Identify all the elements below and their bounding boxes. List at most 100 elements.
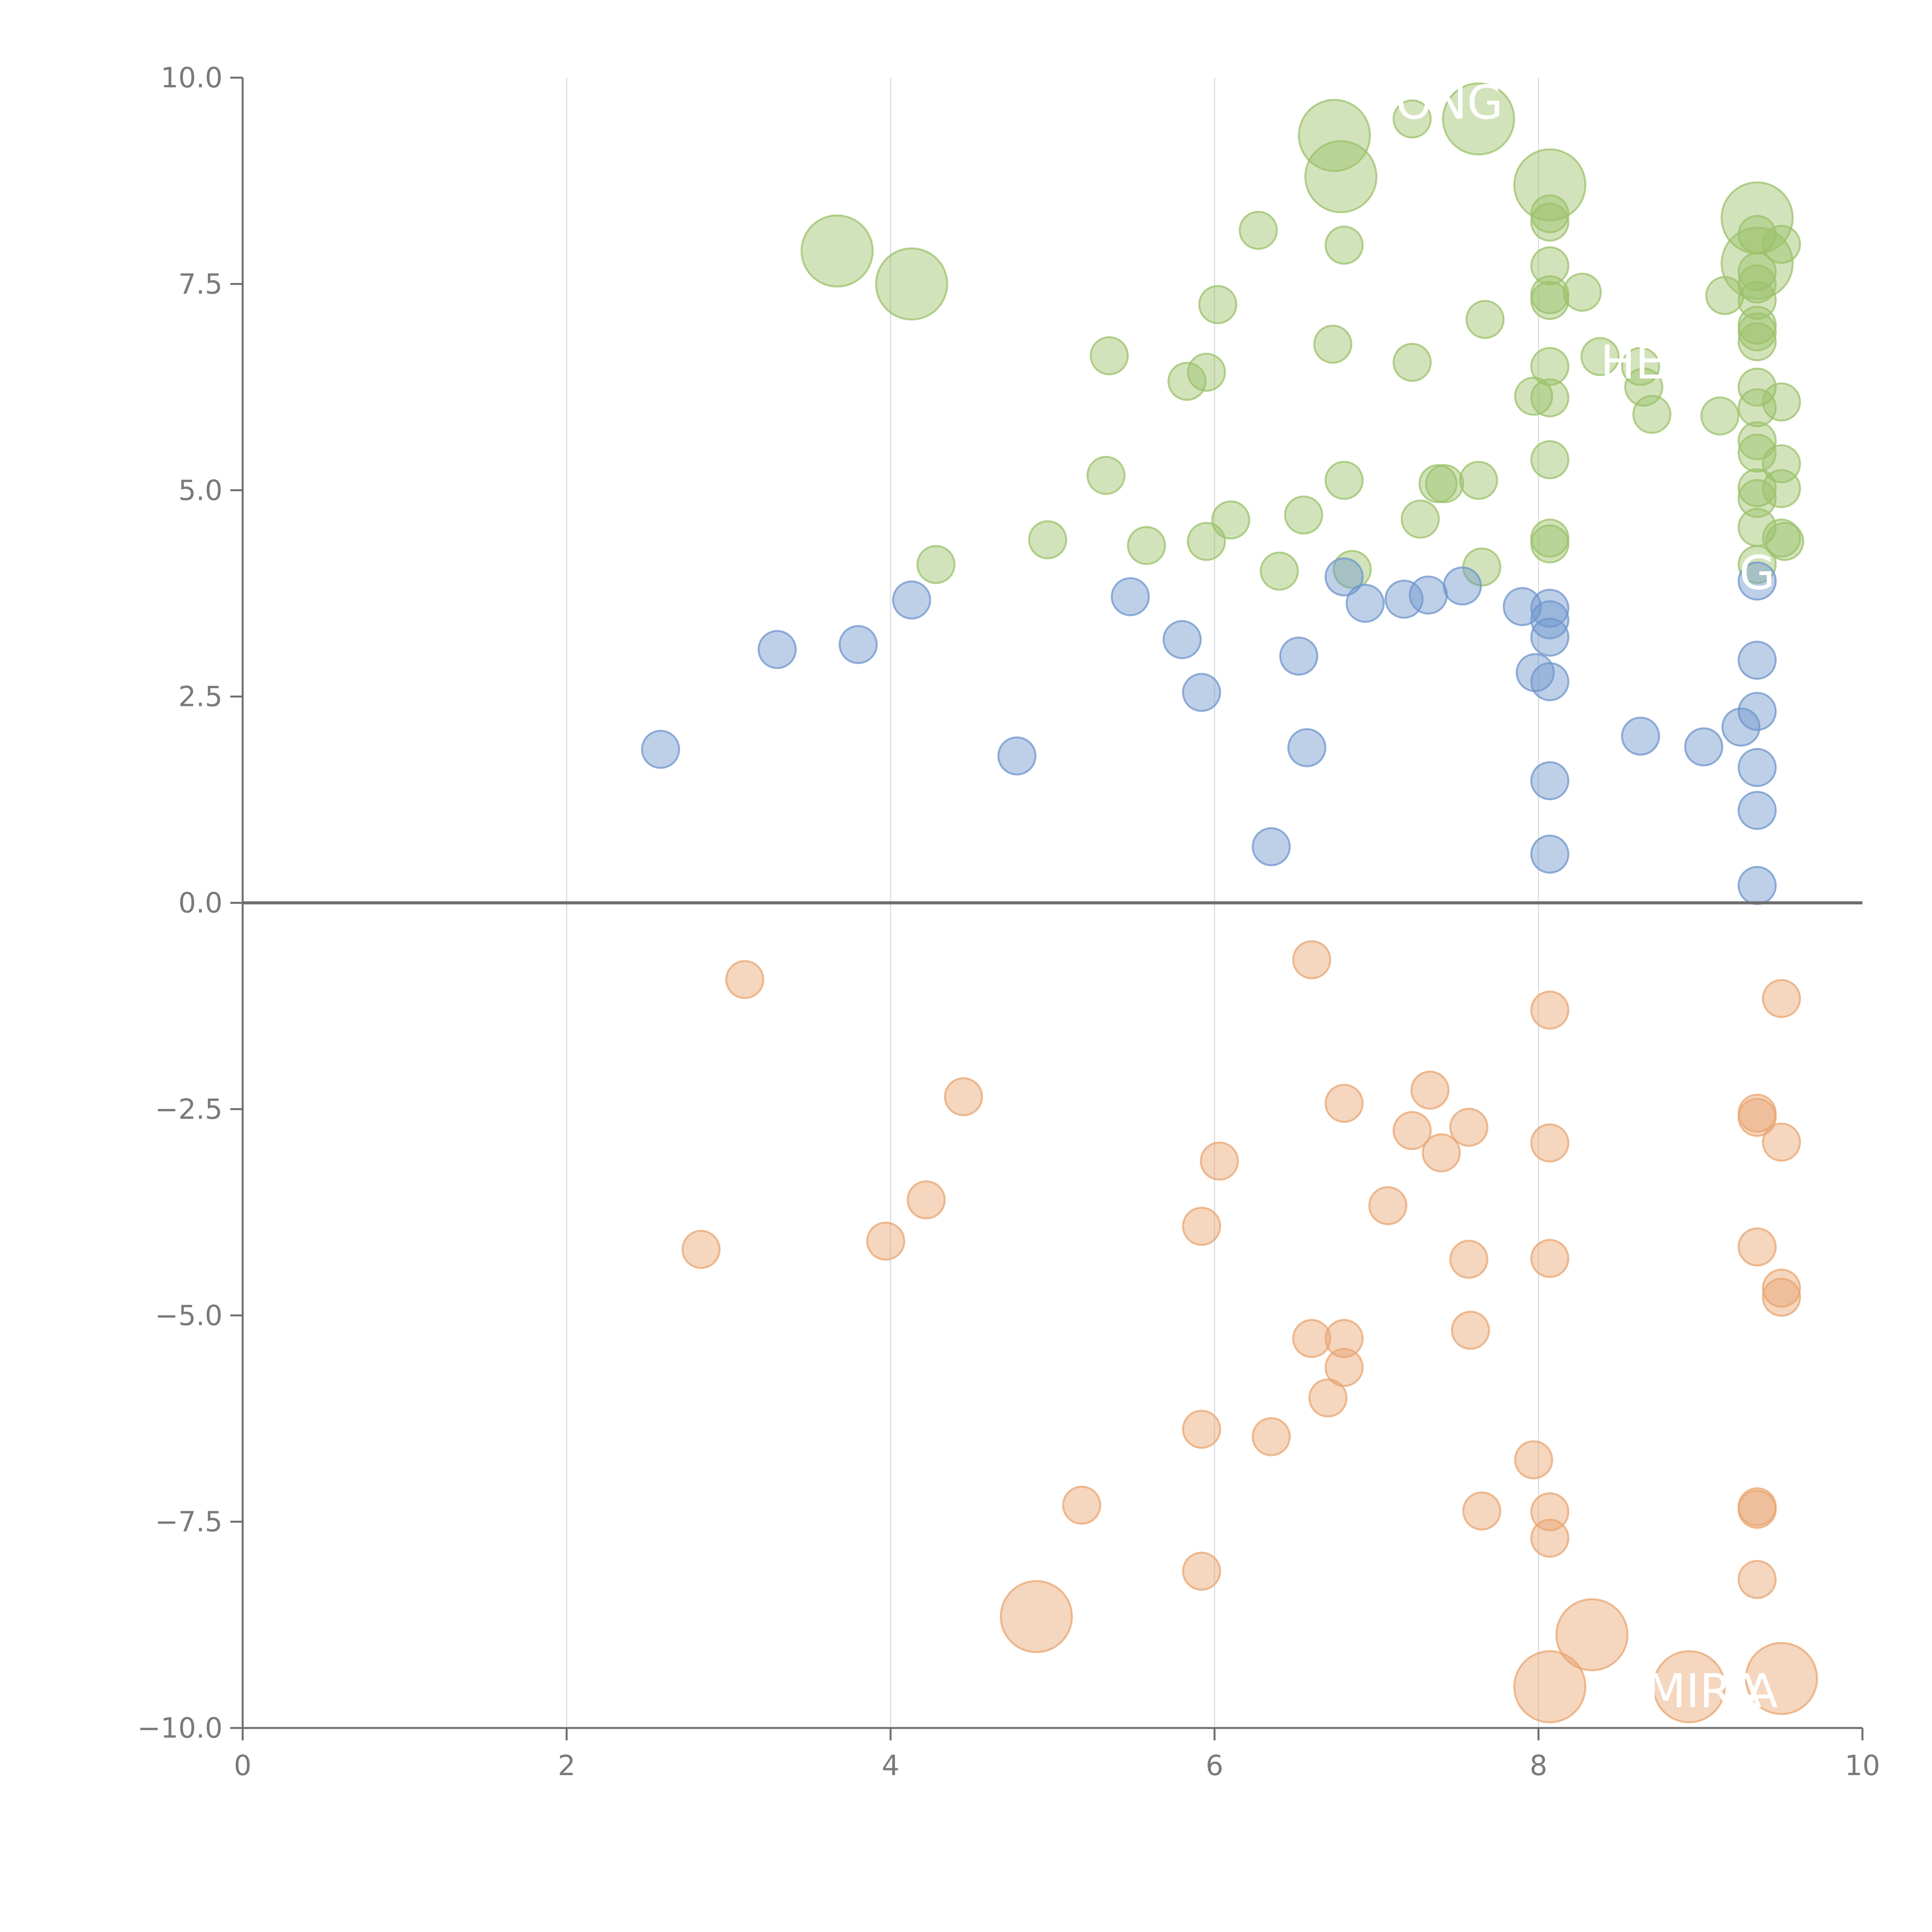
data-point-orange — [1200, 1141, 1239, 1181]
data-point-green — [1284, 495, 1323, 535]
data-point-green — [1167, 362, 1207, 401]
data-point-green — [1393, 343, 1432, 382]
data-point-orange — [725, 960, 765, 999]
data-point-green — [1765, 522, 1804, 561]
data-point-green — [1738, 312, 1777, 352]
data-point-blue — [757, 630, 797, 669]
data-point-blue — [838, 625, 878, 664]
data-point-orange — [1449, 1240, 1488, 1279]
data-point-blue — [1530, 588, 1570, 628]
data-point-green — [1238, 211, 1278, 250]
data-point-orange — [1738, 1560, 1777, 1599]
data-point-blue — [997, 736, 1037, 776]
data-point-green — [1028, 520, 1067, 560]
data-point-orange — [1292, 940, 1332, 980]
data-point-green — [1738, 421, 1777, 461]
data-point-green — [1442, 82, 1515, 156]
data-point-orange — [1182, 1410, 1221, 1449]
bubble-label: MIRA — [1646, 1665, 1762, 1718]
y-tick-label: 5.0 — [178, 474, 223, 507]
data-point-blue — [1384, 580, 1424, 619]
data-point-orange — [1462, 1491, 1502, 1531]
data-point-green — [1425, 464, 1464, 503]
data-point-green — [1198, 285, 1238, 324]
data-point-green — [1513, 148, 1587, 222]
x-tick-label: 8 — [1530, 1749, 1548, 1782]
data-point-orange — [1762, 1277, 1801, 1317]
data-point-blue — [1252, 827, 1291, 866]
data-point-green — [1530, 347, 1570, 386]
data-point-orange — [1530, 1519, 1570, 1558]
data-point-green — [1127, 526, 1166, 565]
data-point-blue — [1738, 866, 1777, 905]
data-point-orange — [1000, 1580, 1073, 1653]
data-point-blue — [1684, 727, 1723, 767]
data-point-green — [1333, 550, 1372, 589]
data-point-blue — [892, 580, 931, 620]
bubble-label: G — [1739, 546, 1775, 600]
data-points — [641, 82, 1818, 1723]
data-point-orange — [1062, 1485, 1101, 1525]
data-point-orange — [1308, 1378, 1348, 1418]
data-point-blue — [1530, 835, 1570, 874]
bubble-label: A — [1746, 1665, 1778, 1718]
data-point-orange — [1513, 1650, 1587, 1723]
data-point-green — [1530, 378, 1570, 418]
data-point-green — [1298, 99, 1371, 172]
data-point-green — [1530, 246, 1570, 286]
data-point-orange — [1762, 979, 1801, 1018]
data-point-blue — [1409, 575, 1448, 615]
bubble-label: HE — [1600, 336, 1665, 390]
y-tick-label: −5.0 — [155, 1299, 223, 1332]
data-point-green — [1090, 336, 1129, 376]
data-point-blue — [1738, 692, 1777, 731]
data-point-blue — [641, 730, 680, 769]
data-point-green — [1325, 226, 1364, 265]
data-point-blue — [1345, 583, 1385, 623]
data-point-blue — [1530, 600, 1570, 639]
data-point-blue — [1738, 748, 1777, 787]
data-point-orange — [1325, 1348, 1364, 1387]
y-tick-label: −2.5 — [155, 1093, 223, 1125]
data-point-green — [1738, 322, 1777, 361]
data-point-blue — [1530, 617, 1570, 657]
data-point-green — [1621, 347, 1660, 386]
data-point-orange — [1422, 1133, 1461, 1173]
data-point-orange — [1182, 1551, 1221, 1591]
axes: 0 2 4 6 8 10 −10.0 −7.5 −5.0 −2.5 0.0 2.5 5.0 7.5 10.0 — [137, 61, 1880, 1782]
data-point-blue — [1621, 716, 1660, 756]
data-point-orange — [1325, 1083, 1364, 1123]
data-point-green — [916, 545, 956, 584]
data-point-green — [1325, 461, 1364, 500]
data-point-orange — [1555, 1598, 1629, 1672]
data-point-green — [1738, 434, 1777, 473]
data-point-orange — [1738, 1227, 1777, 1267]
y-tick-label: −7.5 — [155, 1505, 223, 1538]
data-point-green — [1401, 499, 1440, 539]
data-point-orange — [1762, 1122, 1801, 1162]
y-tick-label: −10.0 — [137, 1712, 223, 1744]
data-point-green — [1762, 224, 1801, 264]
data-point-orange — [1252, 1417, 1291, 1456]
data-point-green — [1762, 469, 1801, 508]
y-tick-label: 10.0 — [161, 61, 223, 94]
data-point-orange — [866, 1221, 905, 1261]
data-point-orange — [1530, 1239, 1570, 1278]
data-point-blue — [1162, 620, 1202, 659]
data-point-blue — [1530, 761, 1570, 800]
data-point-green — [1465, 300, 1505, 339]
bubble-label: ONG — [1396, 76, 1503, 130]
data-point-blue — [1287, 728, 1327, 767]
data-point-green — [1530, 202, 1570, 242]
data-point-green — [1762, 382, 1801, 422]
x-tick-label: 2 — [558, 1749, 575, 1782]
data-point-orange — [1325, 1319, 1364, 1358]
data-point-orange — [1652, 1650, 1726, 1723]
data-point-orange — [1292, 1319, 1332, 1358]
data-point-green — [1530, 524, 1570, 564]
data-point-blue — [1738, 561, 1777, 601]
data-point-green — [1514, 376, 1553, 416]
data-point-blue — [1530, 662, 1570, 701]
data-point-green — [1530, 440, 1570, 480]
